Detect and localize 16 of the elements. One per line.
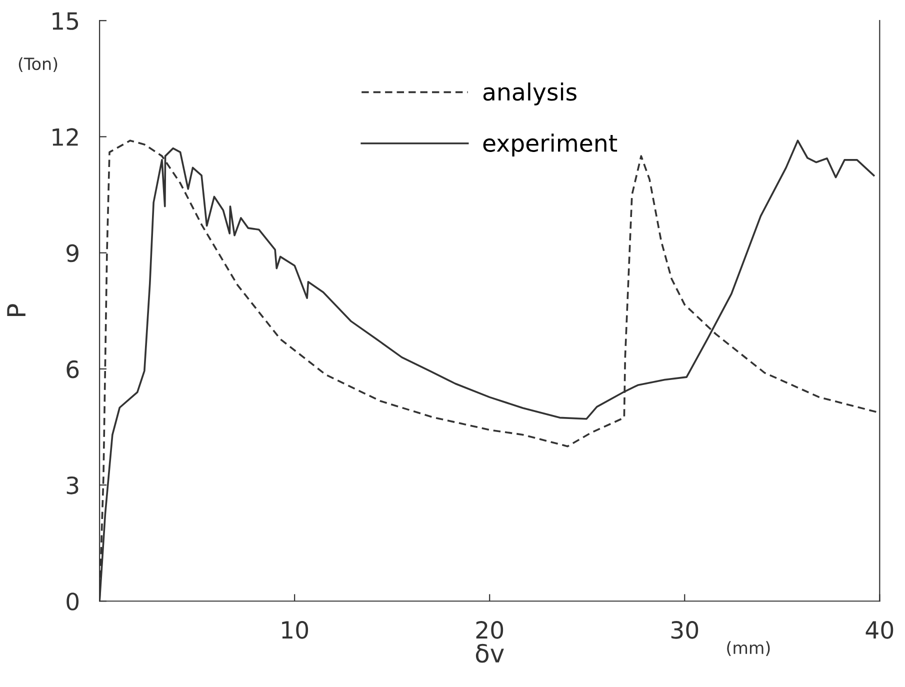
y-tick-label: 3 (66, 476, 78, 494)
x-axis-title: δv (476, 644, 504, 663)
x-tick-label: 10 (282, 620, 308, 639)
legend-label: experiment (483, 134, 618, 157)
x-tick-label: 30 (671, 620, 698, 639)
text: (Ton) (18, 57, 58, 72)
y-tick-label: 12 (52, 128, 78, 146)
legend-label: analysis (483, 82, 576, 106)
y-tick-label: 15 (52, 12, 78, 30)
y-tick-label: 6 (66, 360, 79, 378)
y-tick-label: 9 (66, 244, 78, 262)
x-tick-label: 40 (866, 620, 894, 639)
text: (mm) (727, 641, 770, 656)
x-tick-label: 20 (476, 620, 504, 639)
y-tick-label: 0 (66, 592, 79, 610)
y-axis-title: P (7, 304, 26, 316)
